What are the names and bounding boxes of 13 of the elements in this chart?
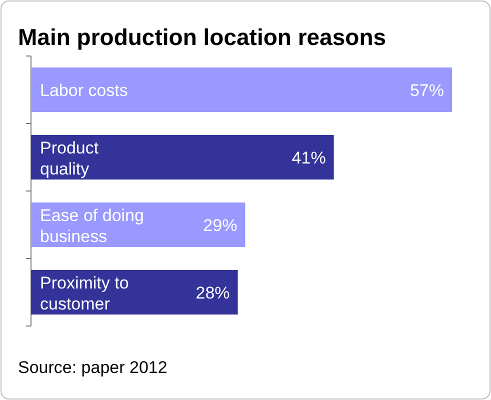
- y-tick-label: Labor costs: [40, 80, 128, 100]
- data-label: 41%: [292, 148, 326, 168]
- bar: [31, 67, 452, 112]
- y-tick-label: Proximity to customer: [40, 273, 129, 314]
- y-tick-label: Product quality: [40, 138, 99, 178]
- data-label: 29%: [203, 216, 238, 235]
- source-note: Source: paper 2012: [18, 358, 168, 377]
- bar: [31, 134, 334, 180]
- data-label: 28%: [196, 283, 230, 302]
- bar: [31, 270, 238, 315]
- y-tick-label: Ease of doing business: [40, 206, 144, 246]
- chart-title: Main production location reasons: [18, 24, 386, 50]
- data-label: 57%: [410, 80, 444, 100]
